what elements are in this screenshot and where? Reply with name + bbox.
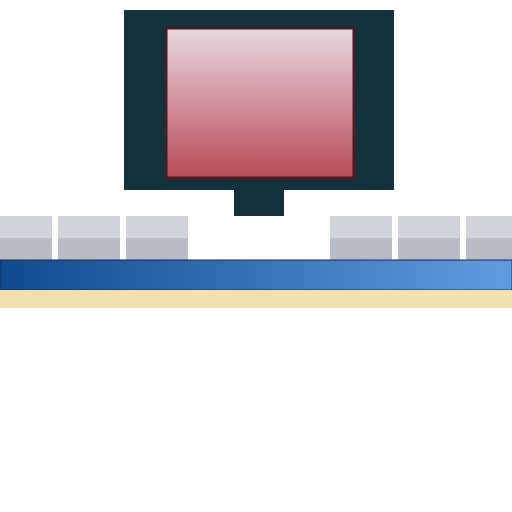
scoreboard-screen — [166, 28, 354, 178]
wall-seg-bot-1 — [58, 238, 120, 260]
wall-seg-top-4 — [398, 216, 460, 238]
wall-seg-bot-5 — [466, 238, 512, 260]
warning-track — [0, 290, 512, 308]
wall-seg-bot-3 — [330, 238, 392, 260]
scoreboard-post — [234, 190, 284, 216]
wall-seg-bot-2 — [126, 238, 188, 260]
wall-seg-bot-4 — [398, 238, 460, 260]
wall-seg-top-1 — [58, 216, 120, 238]
wall-seg-top-3 — [330, 216, 392, 238]
wall-seg-bot-0 — [0, 238, 52, 260]
wall-seg-top-5 — [466, 216, 512, 238]
wall-seg-top-0 — [0, 216, 52, 238]
outfield-wall-pad — [0, 260, 512, 290]
wall-seg-top-2 — [126, 216, 188, 238]
